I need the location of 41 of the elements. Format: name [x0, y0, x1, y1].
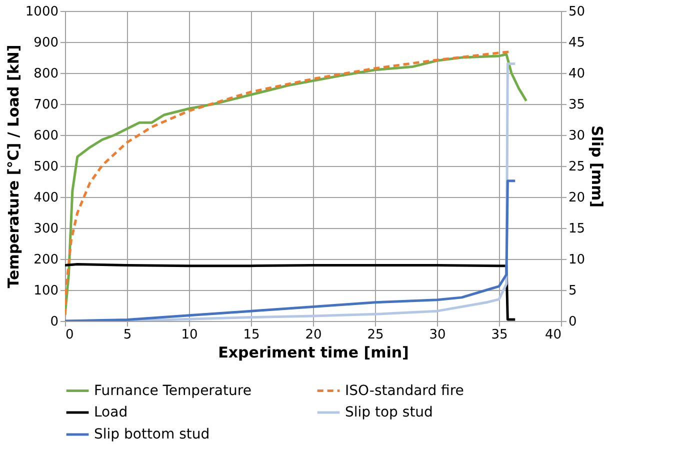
y-tick-label: 400	[34, 190, 58, 206]
y2-tick-label: 5	[568, 284, 577, 298]
y2-tick-label: 45	[568, 36, 586, 50]
x-tick-label: 10	[181, 328, 198, 342]
y-tick-label: 700	[34, 98, 58, 112]
y2-tick-label: 30	[568, 128, 586, 144]
x-tick-label: 25	[367, 328, 384, 342]
y-axis-title: Temperature [°C] / Load [kN]	[4, 44, 22, 288]
x-tick-label: 20	[305, 328, 322, 342]
y-tick-label: 900	[34, 36, 58, 50]
y-tick-label: 200	[34, 252, 58, 268]
y2-tick-label: 0	[568, 314, 577, 330]
x-tick-label: 30	[429, 328, 446, 342]
x-axis-title: Experiment time [min]	[218, 344, 409, 362]
x-tick-label: 0	[66, 328, 74, 342]
y2-tick-label: 40	[568, 66, 586, 82]
x-tick-label: 35	[491, 328, 508, 342]
y-tick-label: 800	[34, 66, 58, 82]
y-tick-label: 600	[34, 128, 58, 144]
y-tick-label: 1000	[25, 4, 58, 20]
y2-tick-label: 15	[568, 222, 586, 236]
y-tick-label: 500	[34, 160, 58, 174]
legend-label: Slip top stud	[345, 404, 433, 420]
y-tick-label: 300	[34, 222, 58, 236]
legend-label: Load	[94, 404, 128, 420]
y-tick-label: 0	[50, 314, 58, 330]
line-series	[65, 180, 516, 321]
x-tick-label: 40	[544, 328, 562, 342]
y2-tick-label: 10	[568, 252, 586, 268]
x-tick-label: 15	[243, 328, 260, 342]
y-tick-label: 100	[34, 284, 58, 298]
legend-label: Furnance Temperature	[94, 382, 252, 399]
y2-tick-label: 35	[568, 98, 586, 112]
line-series	[65, 263, 516, 321]
y2-tick-label: 20	[568, 190, 586, 206]
y2-axis-title: Slip [mm]	[588, 125, 606, 208]
legend-label: Slip bottom stud	[94, 426, 210, 442]
y2-tick-label: 25	[568, 160, 586, 174]
y2-tick-label: 50	[568, 4, 586, 20]
x-tick-label: 5	[123, 328, 132, 342]
legend-label: ISO-standard fire	[345, 382, 464, 399]
